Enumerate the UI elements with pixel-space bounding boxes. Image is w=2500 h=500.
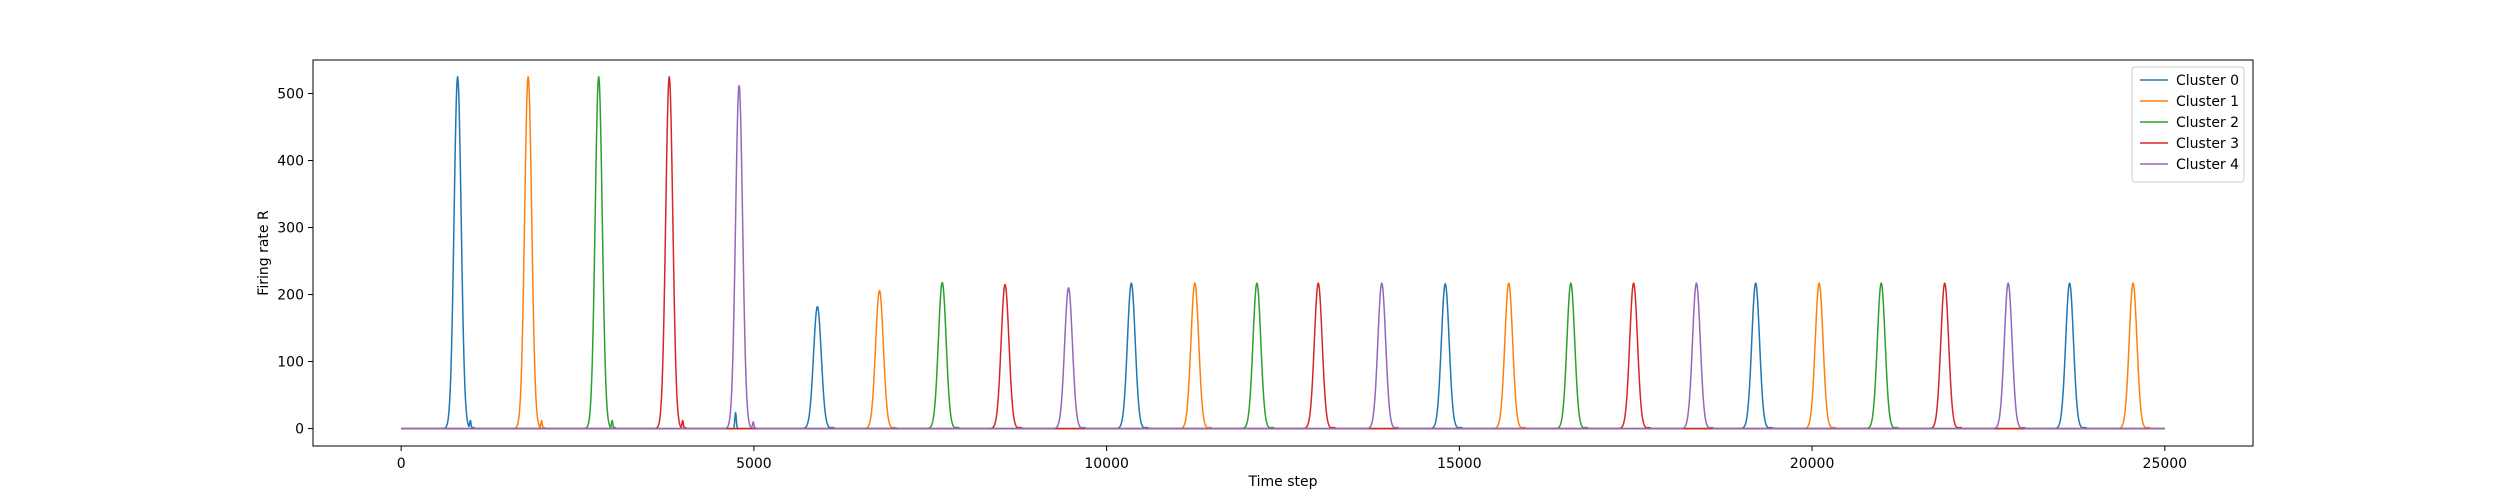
- y-tick-label: 100: [277, 355, 304, 371]
- x-tick-label: 0: [397, 456, 406, 472]
- x-tick-label: 25000: [2143, 456, 2188, 472]
- legend-entry: Cluster 3: [2176, 136, 2239, 152]
- x-axis-title: Time step: [1248, 474, 1318, 490]
- x-tick-label: 10000: [1084, 456, 1129, 472]
- series-line-4: [400, 84, 2166, 430]
- y-axis: 0 100 200 300 400 500: [277, 87, 313, 438]
- x-tick-label: 20000: [1790, 456, 1835, 472]
- y-tick-label: 0: [295, 422, 304, 438]
- legend-entry: Cluster 2: [2176, 115, 2239, 131]
- y-tick-label: 400: [277, 154, 304, 170]
- legend-entry: Cluster 4: [2176, 157, 2239, 173]
- y-tick-label: 300: [277, 221, 304, 237]
- x-tick-label: 15000: [1437, 456, 1482, 472]
- y-tick-label: 500: [277, 87, 304, 103]
- y-axis-title: Firing rate R: [256, 210, 272, 296]
- x-axis: 0 5000 10000 15000 20000 25000: [397, 446, 2187, 472]
- legend-entry: Cluster 1: [2176, 94, 2239, 110]
- plot-frame: [312, 59, 2254, 447]
- legend-entry: Cluster 0: [2176, 73, 2239, 89]
- legend: Cluster 0 Cluster 1 Cluster 2 Cluster 3 Clus…: [2131, 66, 2245, 183]
- legend-box: [2131, 66, 2245, 183]
- x-tick-label: 5000: [736, 456, 772, 472]
- series-layer: [400, 76, 2166, 430]
- y-tick-label: 200: [277, 288, 304, 304]
